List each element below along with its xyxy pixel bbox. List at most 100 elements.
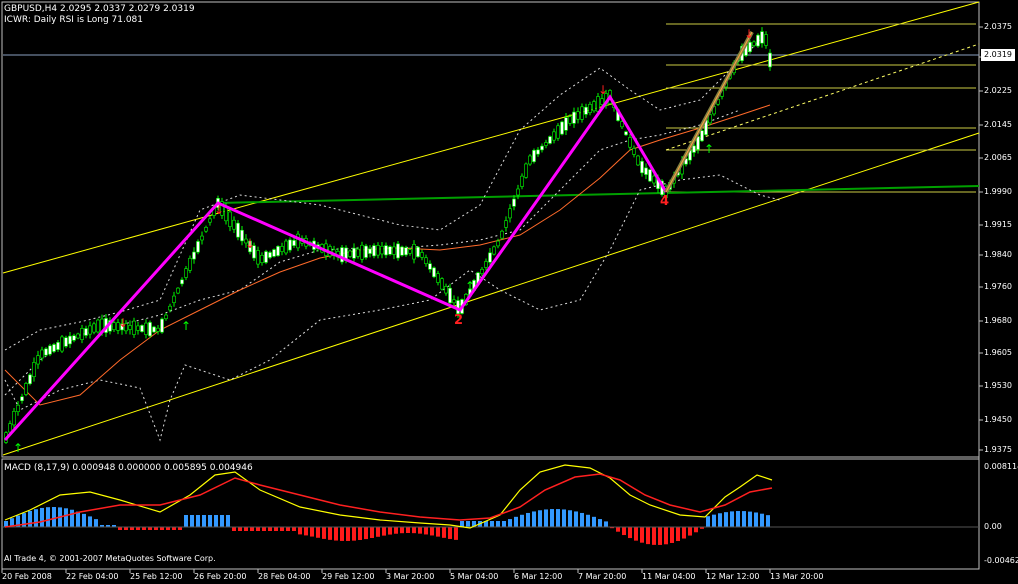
macd-histogram-bar [286, 527, 290, 531]
macd-histogram-bar [136, 527, 140, 530]
signal-line [4, 473, 773, 528]
candle-body [640, 161, 644, 174]
candle-body [120, 323, 124, 331]
macd-histogram-bar [622, 527, 626, 536]
candle-body [260, 254, 264, 264]
candle-body [752, 41, 756, 46]
candle-body [44, 348, 48, 356]
candle-body [548, 136, 552, 144]
macd-title: MACD (8,17,9) 0.000948 0.000000 0.005895… [4, 463, 253, 473]
macd-histogram-bar [232, 527, 236, 531]
candle-body [248, 240, 252, 253]
candle-body [764, 34, 768, 46]
candle-body [80, 328, 84, 340]
macd-histogram-bar [406, 527, 410, 534]
candle-body [700, 130, 704, 142]
price-axis-label: 1.9450 [984, 415, 1012, 424]
macd-histogram-bar [268, 527, 272, 531]
candle-body [240, 229, 244, 242]
candle-body [40, 349, 44, 359]
down-arrow-icon: ↓ [744, 27, 754, 41]
candle-body [224, 206, 228, 222]
current-price-marker: 2.0319 [981, 49, 1015, 61]
price-axis-label: 1.9605 [984, 348, 1012, 357]
candle-body [448, 287, 452, 304]
macd-histogram-bar [610, 527, 614, 529]
candle-body [564, 117, 568, 131]
macd-histogram-bar [514, 516, 518, 527]
candle-body [360, 244, 364, 260]
macd-histogram-bar [412, 527, 416, 534]
candle-body [536, 149, 540, 155]
candle-body [364, 245, 368, 258]
down-arrow-icon: ↓ [245, 237, 255, 251]
candle-body [8, 423, 12, 433]
candle-body [36, 355, 40, 365]
candle-body [112, 322, 116, 330]
macd-histogram-bar [640, 527, 644, 543]
macd-histogram-bar [670, 527, 674, 543]
macd-histogram-bar [448, 527, 452, 539]
candle-body [760, 31, 764, 44]
price-axis-label: 2.0145 [984, 120, 1012, 129]
macd-histogram-bar [226, 515, 230, 527]
macd-histogram-bar [178, 527, 182, 530]
macd-histogram-bar [322, 527, 326, 539]
macd-histogram-bar [502, 521, 506, 527]
price-axis-ticks [979, 26, 983, 451]
candle-body [228, 211, 232, 227]
candle-body [580, 106, 584, 120]
macd-histogram-bar [190, 515, 194, 527]
macd-histogram-bar [262, 527, 266, 531]
candle-body [528, 155, 532, 165]
price-axis-label: 1.9760 [984, 282, 1012, 291]
time-axis-label: 3 Mar 20:00 [386, 572, 435, 581]
macd-histogram-bar [634, 527, 638, 541]
candle-body [384, 245, 388, 256]
macd-histogram-bar [646, 527, 650, 545]
candle-body [272, 249, 276, 257]
macd-histogram-bar [718, 513, 722, 527]
moving-average [4, 104, 771, 406]
candle-body [48, 345, 52, 355]
price-axis-label: 1.9530 [984, 381, 1012, 390]
macd-histogram-bar [64, 508, 68, 527]
candle-body [20, 396, 24, 401]
macd-histogram-bar [418, 527, 422, 534]
up-arrow-icon: ↑ [465, 279, 475, 293]
macd-axis-label: -0.004620 [984, 556, 1018, 565]
macd-histogram-bar [382, 527, 386, 536]
candle-body [588, 104, 592, 113]
macd-histogram-bar [664, 527, 668, 545]
candle-body [192, 251, 196, 260]
candle-body [592, 101, 596, 112]
candle-body [620, 121, 624, 128]
candle-body [396, 243, 400, 259]
candle-body [440, 278, 444, 290]
candle-body [276, 246, 280, 256]
candle-body [512, 198, 516, 207]
macd-histogram-bar [88, 516, 92, 527]
macd-histogram-bar [310, 527, 314, 537]
macd-histogram-bar [220, 515, 224, 527]
macd-histogram-bar [94, 519, 98, 527]
price-axis-label: 1.9990 [984, 187, 1012, 196]
channel-upper-line [2, 1, 980, 274]
macd-histogram-bar [688, 527, 692, 536]
macd-histogram-bar [46, 507, 50, 527]
wave-label-4: 4 [660, 194, 670, 209]
signal-arrows: ↓ ↓ ↓ ↓ ↑ ↑ ↑ ↑ ↓ [13, 27, 754, 455]
macd-histogram-bar [208, 515, 212, 527]
candle-body [76, 333, 80, 339]
candle-body [340, 247, 344, 263]
candle-body [268, 252, 272, 258]
macd-histogram-bar [160, 527, 164, 530]
macd-histogram-bar [82, 513, 86, 527]
macd-histogram-bar [40, 507, 44, 527]
candle-body [632, 148, 636, 155]
candle-body [140, 325, 144, 332]
candle-body [288, 239, 292, 251]
macd-histogram-bar [754, 512, 758, 527]
